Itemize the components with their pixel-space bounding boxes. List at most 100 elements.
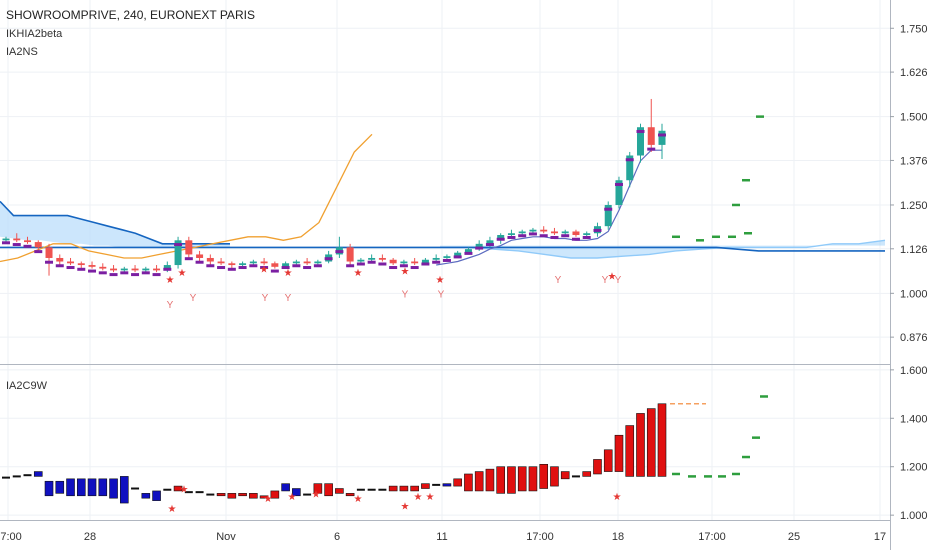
- hist-bar: [410, 485, 419, 492]
- star-marker: ★: [260, 265, 269, 276]
- candle-body: [314, 261, 322, 264]
- hist-star-marker: ★: [168, 504, 177, 515]
- star-marker: ★: [178, 268, 187, 279]
- candle-body: [56, 257, 64, 262]
- candle-body: [131, 268, 139, 271]
- candle-body: [400, 261, 408, 264]
- candle-body: [196, 254, 204, 258]
- time-axis[interactable]: 17:00 28 Nov 6 11 17:00 18 17:00 25 17: [0, 531, 886, 543]
- hist-bar: [507, 466, 516, 494]
- hist-star-marker: ★: [401, 501, 410, 512]
- cloud-lower-right-line: [440, 239, 886, 259]
- hist-bar: [44, 480, 54, 497]
- candle-body: [583, 233, 591, 236]
- hist-bar: [216, 493, 226, 497]
- candle-body: [357, 259, 365, 262]
- lower-tick-label: 1.000: [900, 510, 928, 522]
- candle-body: [486, 240, 494, 244]
- candle-body: [626, 155, 634, 181]
- hist-bar: [173, 485, 183, 492]
- candle-body: [647, 127, 655, 145]
- indicator-label-ia2c9w[interactable]: IA2C9W: [6, 380, 47, 392]
- hist-star-marker: ★: [288, 492, 297, 503]
- hist-star-marker: ★: [312, 489, 321, 500]
- hist-star-marker: ★: [414, 492, 423, 503]
- indicator-label-ia2ns[interactable]: IA2NS: [6, 46, 38, 58]
- hist-bar: [345, 493, 355, 497]
- candle-body: [292, 261, 300, 264]
- price-tick-label: 1.750: [900, 23, 928, 35]
- hist-bar: [109, 478, 118, 499]
- y-signal-marker: Y: [438, 289, 445, 300]
- hist-bar: [33, 471, 43, 477]
- time-tick-label: 17: [874, 531, 886, 543]
- candle-body: [153, 268, 161, 271]
- price-axis[interactable]: 1.750 1.626 1.500 1.376 1.250 1.126 1.000 0.876…: [890, 23, 928, 522]
- indicator-label-ikhia2beta[interactable]: IKHIA2beta: [6, 28, 63, 40]
- candle-body: [368, 257, 376, 260]
- candle-body: [421, 259, 429, 264]
- candle-body: [45, 247, 53, 258]
- candles-series: [2, 98, 666, 277]
- hist-bar: [614, 434, 624, 472]
- price-tick-label: 1.250: [900, 200, 928, 212]
- hist-bar: [485, 468, 495, 492]
- hist-bar: [292, 488, 301, 497]
- hist-bar: [636, 413, 645, 477]
- candle-body: [604, 204, 612, 227]
- y-signal-marker: Y: [602, 275, 609, 286]
- price-tick-label: 0.876: [900, 332, 928, 344]
- hist-bar: [657, 403, 667, 477]
- time-tick-label: 17:00: [526, 531, 554, 543]
- cloud-fill-right: [440, 240, 885, 258]
- star-marker: ★: [354, 268, 363, 279]
- candle-body: [411, 261, 419, 264]
- grid-lines: [0, 0, 890, 520]
- candle-body: [454, 252, 462, 257]
- candle-body: [99, 266, 107, 269]
- time-tick-label: 28: [84, 531, 96, 543]
- candle-body: [615, 180, 623, 205]
- hist-bar: [517, 466, 527, 492]
- star-marker: ★: [436, 275, 445, 286]
- candle-body: [518, 231, 526, 234]
- candle-body: [174, 240, 182, 266]
- hist-bar: [324, 483, 333, 497]
- candle-body: [346, 247, 354, 262]
- candle-body: [475, 243, 483, 250]
- time-tick-label: 11: [436, 531, 447, 543]
- hist-bar: [539, 463, 549, 489]
- candle-body: [561, 231, 569, 234]
- hist-star-marker: ★: [264, 494, 273, 505]
- time-tick-label: 25: [788, 531, 800, 543]
- candle-body: [77, 263, 85, 266]
- hist-bar: [55, 480, 65, 494]
- y-signal-marker: Y: [615, 275, 622, 286]
- signal-markers: ★★ ★ ★ ★ ★★ ★YY Y Y Y YY Y Y: [166, 115, 764, 311]
- candle-body: [464, 249, 472, 253]
- y-signal-marker: Y: [555, 275, 562, 286]
- star-marker: ★: [284, 268, 293, 279]
- symbol-title[interactable]: SHOWROOMPRIVE, 240, EURONEXT PARIS: [6, 8, 255, 22]
- hist-star-marker: ★: [426, 492, 435, 503]
- candle-body: [303, 261, 311, 264]
- hist-bar: [313, 483, 323, 494]
- hist-bar: [66, 478, 75, 497]
- candle-body: [228, 263, 236, 266]
- candle-body: [185, 240, 193, 255]
- hist-bar: [249, 493, 258, 499]
- y-signal-marker: Y: [402, 289, 409, 300]
- candle-body: [239, 263, 247, 266]
- candle-body: [142, 268, 150, 271]
- hist-bar: [496, 466, 505, 494]
- hist-bar: [528, 466, 538, 492]
- candle-body: [389, 259, 397, 264]
- y-signal-marker: Y: [262, 293, 269, 304]
- hist-star-marker: ★: [613, 492, 622, 503]
- hist-bar: [270, 490, 280, 499]
- time-tick-label: 17:00: [0, 531, 22, 543]
- time-tick-label: 6: [334, 531, 340, 543]
- star-marker: ★: [166, 275, 175, 286]
- price-tick-label: 1.626: [900, 67, 928, 79]
- hist-bar: [550, 466, 559, 487]
